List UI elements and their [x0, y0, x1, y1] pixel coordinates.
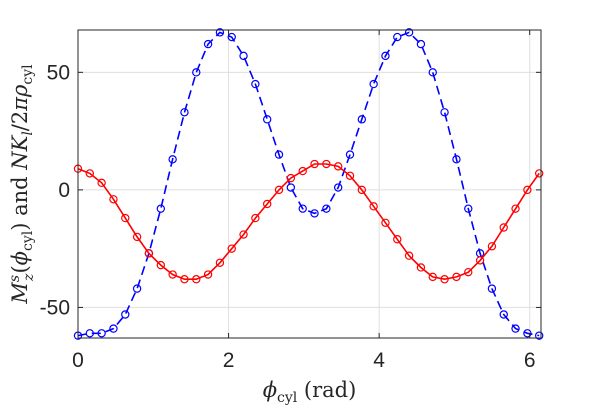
series-1-point [121, 310, 130, 319]
series-2-point [97, 178, 106, 188]
series-2-point [203, 270, 213, 279]
x-tick-label: 0 [72, 349, 84, 372]
series-1-point [286, 183, 296, 192]
series-2-point [534, 169, 544, 178]
series-1-point [440, 108, 449, 117]
series-2-point [180, 275, 189, 284]
series-1-line [77, 31, 540, 337]
series-1-point [333, 183, 343, 192]
series-1-point [239, 51, 248, 61]
series-1-point [215, 28, 225, 37]
series-2-point [251, 213, 260, 223]
series-1-point [487, 284, 497, 293]
series-2-point [227, 244, 236, 253]
y-tick-label: -50 [40, 296, 70, 319]
series-2-point [369, 202, 378, 211]
series-1-point [523, 329, 532, 338]
series-1-point [322, 204, 331, 213]
series-1-point [298, 204, 307, 213]
series-2-point [416, 263, 426, 272]
series-2-point [322, 159, 331, 169]
series-2-point [168, 270, 177, 279]
series-2-point [499, 223, 508, 232]
series-1-point [203, 39, 213, 49]
series-2-point [464, 267, 473, 277]
series-1-point [274, 150, 284, 159]
series-1-point [369, 79, 378, 89]
series-2-point [239, 230, 248, 239]
y-axis-label: Msz(ϕcyl) and NKl/2πρcyl [7, 64, 37, 305]
series-2-point [132, 232, 142, 242]
series-1-point [262, 115, 272, 124]
series-2-point [523, 185, 532, 195]
series-2-point [274, 185, 284, 195]
grid [77, 30, 541, 338]
series-2-line [77, 163, 540, 281]
series-2-point [345, 171, 355, 180]
series-2-point [357, 185, 367, 195]
series-2-point [487, 242, 497, 251]
y-tick-label: 0 [58, 179, 70, 202]
series-1-point [534, 331, 544, 340]
series-1-point [109, 324, 118, 333]
series-1-point [85, 329, 95, 338]
series-2-point [475, 256, 485, 265]
series-1-point [345, 150, 355, 159]
series-1-point [168, 155, 177, 164]
series-2-point [440, 275, 449, 284]
series-layer [73, 28, 544, 340]
y-tick-label: 50 [47, 61, 70, 84]
series-2-point [156, 260, 166, 270]
series-1-point [357, 115, 367, 124]
series-2-point [286, 173, 296, 183]
series-2-point [121, 213, 130, 223]
series-1-point [192, 68, 201, 77]
series-2-point [428, 272, 437, 282]
series-1-point [416, 39, 426, 49]
series-2-point [381, 218, 390, 227]
series-1-point [499, 310, 508, 319]
series-2-point [85, 169, 95, 178]
series-2-point [310, 159, 319, 169]
series-1-point [180, 108, 189, 117]
axes-background [78, 30, 541, 338]
series-1-point [97, 329, 106, 338]
series-2-point [511, 204, 520, 213]
series-2-point [192, 275, 201, 284]
series-2-point [452, 272, 461, 282]
axes-frame [77, 29, 542, 339]
series-1-point [404, 28, 414, 37]
series-2-point [109, 195, 118, 204]
series-1-point [511, 324, 520, 333]
series-1-point [227, 32, 236, 42]
series-2-point [333, 162, 343, 171]
x-tick-label: 6 [524, 349, 536, 372]
series-1-point [310, 209, 319, 218]
series-1-point [381, 51, 390, 61]
series-1-point [428, 68, 437, 77]
x-axis-label: ϕcyl (rad) [263, 378, 357, 406]
x-tick-label: 2 [223, 349, 235, 372]
series-2-point [144, 249, 154, 258]
series-2-point [404, 251, 414, 260]
tick-layer: 0 2 4 6 -50 0 50 [40, 30, 541, 372]
x-tick-label: 4 [373, 349, 385, 372]
series-2-point [215, 258, 225, 267]
series-1-point [251, 79, 260, 89]
series-1-point [452, 155, 461, 164]
series-1-point [132, 284, 142, 293]
series-2-point [393, 235, 402, 244]
series-1-point [464, 204, 473, 213]
series-2-point [298, 166, 307, 176]
series-2-point [262, 199, 272, 209]
series-1-point [393, 32, 402, 42]
series-1-point [156, 204, 166, 213]
